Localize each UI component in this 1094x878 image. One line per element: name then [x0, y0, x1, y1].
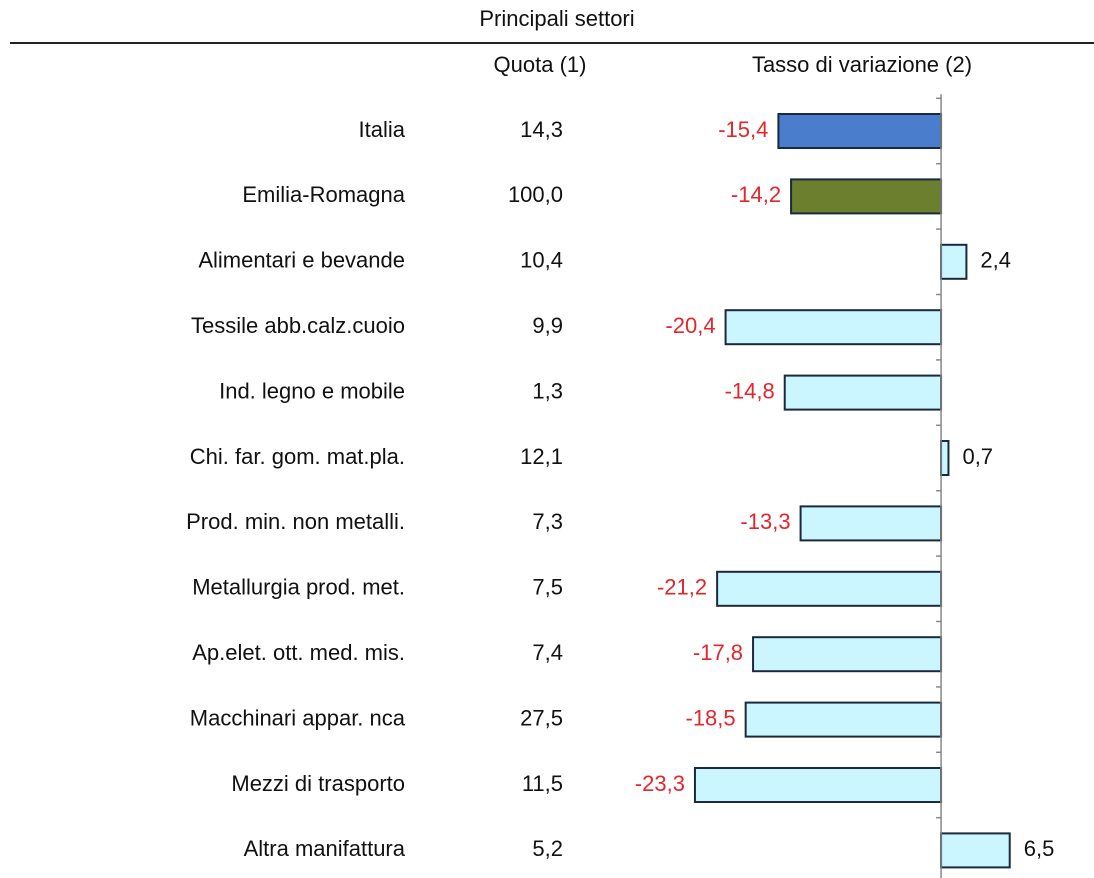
- category-label: Ap.elet. ott. med. mis.: [192, 640, 405, 665]
- data-label: 6,5: [1024, 836, 1055, 861]
- quota-cell: 14,3: [520, 117, 563, 142]
- quota-cell: 12,1: [520, 444, 563, 469]
- bar: [744, 701, 943, 738]
- quota-cell: 10,4: [520, 248, 563, 273]
- quota-cell: 7,3: [532, 509, 563, 534]
- category-label: Macchinari appar. nca: [190, 705, 406, 730]
- category-label: Metallurgia prod. met.: [192, 575, 405, 600]
- data-label: -14,8: [725, 378, 775, 403]
- category-label: Altra manifattura: [244, 836, 406, 861]
- category-label: Italia: [359, 117, 406, 142]
- quota-cell: 11,5: [522, 771, 563, 796]
- quota-cell: 5,2: [532, 836, 563, 861]
- category-label: Alimentari e bevande: [198, 248, 405, 273]
- bar: [716, 570, 943, 607]
- category-label: Chi. far. gom. mat.pla.: [190, 444, 405, 469]
- data-label: 2,4: [980, 248, 1011, 273]
- category-label: Ind. legno e mobile: [219, 378, 405, 403]
- data-label: -15,4: [718, 117, 768, 142]
- quota-cell: 100,0: [508, 182, 563, 207]
- bar: [940, 243, 968, 280]
- data-label: -17,8: [693, 640, 743, 665]
- bar: [724, 309, 943, 346]
- category-label: Tessile abb.calz.cuoio: [191, 313, 405, 338]
- bar: [799, 505, 943, 542]
- quota-cell: 1,3: [532, 378, 563, 403]
- column-header: Tasso di variazione (2): [752, 52, 972, 77]
- bar: [940, 440, 950, 476]
- quota-cell: 27,5: [520, 705, 563, 730]
- data-label: -23,3: [635, 771, 685, 796]
- quota-cell: 7,5: [532, 575, 563, 600]
- category-label: Prod. min. non metalli.: [186, 509, 405, 534]
- data-label: -14,2: [731, 182, 781, 207]
- quota-cell: 9,9: [532, 313, 563, 338]
- bar: [790, 178, 943, 215]
- data-label: -21,2: [657, 575, 707, 600]
- bar: [693, 767, 943, 803]
- category-label: Emilia-Romagna: [242, 182, 405, 207]
- bar: [783, 374, 943, 411]
- quota-cell: 7,4: [532, 640, 563, 665]
- bar: [777, 113, 943, 149]
- column-header: Quota (1): [494, 52, 587, 77]
- bar: [752, 636, 943, 673]
- bar: [940, 832, 1011, 869]
- data-label: -20,4: [665, 313, 715, 338]
- chart-subtitle: Principali settori: [479, 6, 634, 31]
- data-label: -18,5: [686, 705, 736, 730]
- data-label: -13,3: [740, 509, 790, 534]
- data-label: 0,7: [962, 444, 993, 469]
- category-label: Mezzi di trasporto: [231, 771, 405, 796]
